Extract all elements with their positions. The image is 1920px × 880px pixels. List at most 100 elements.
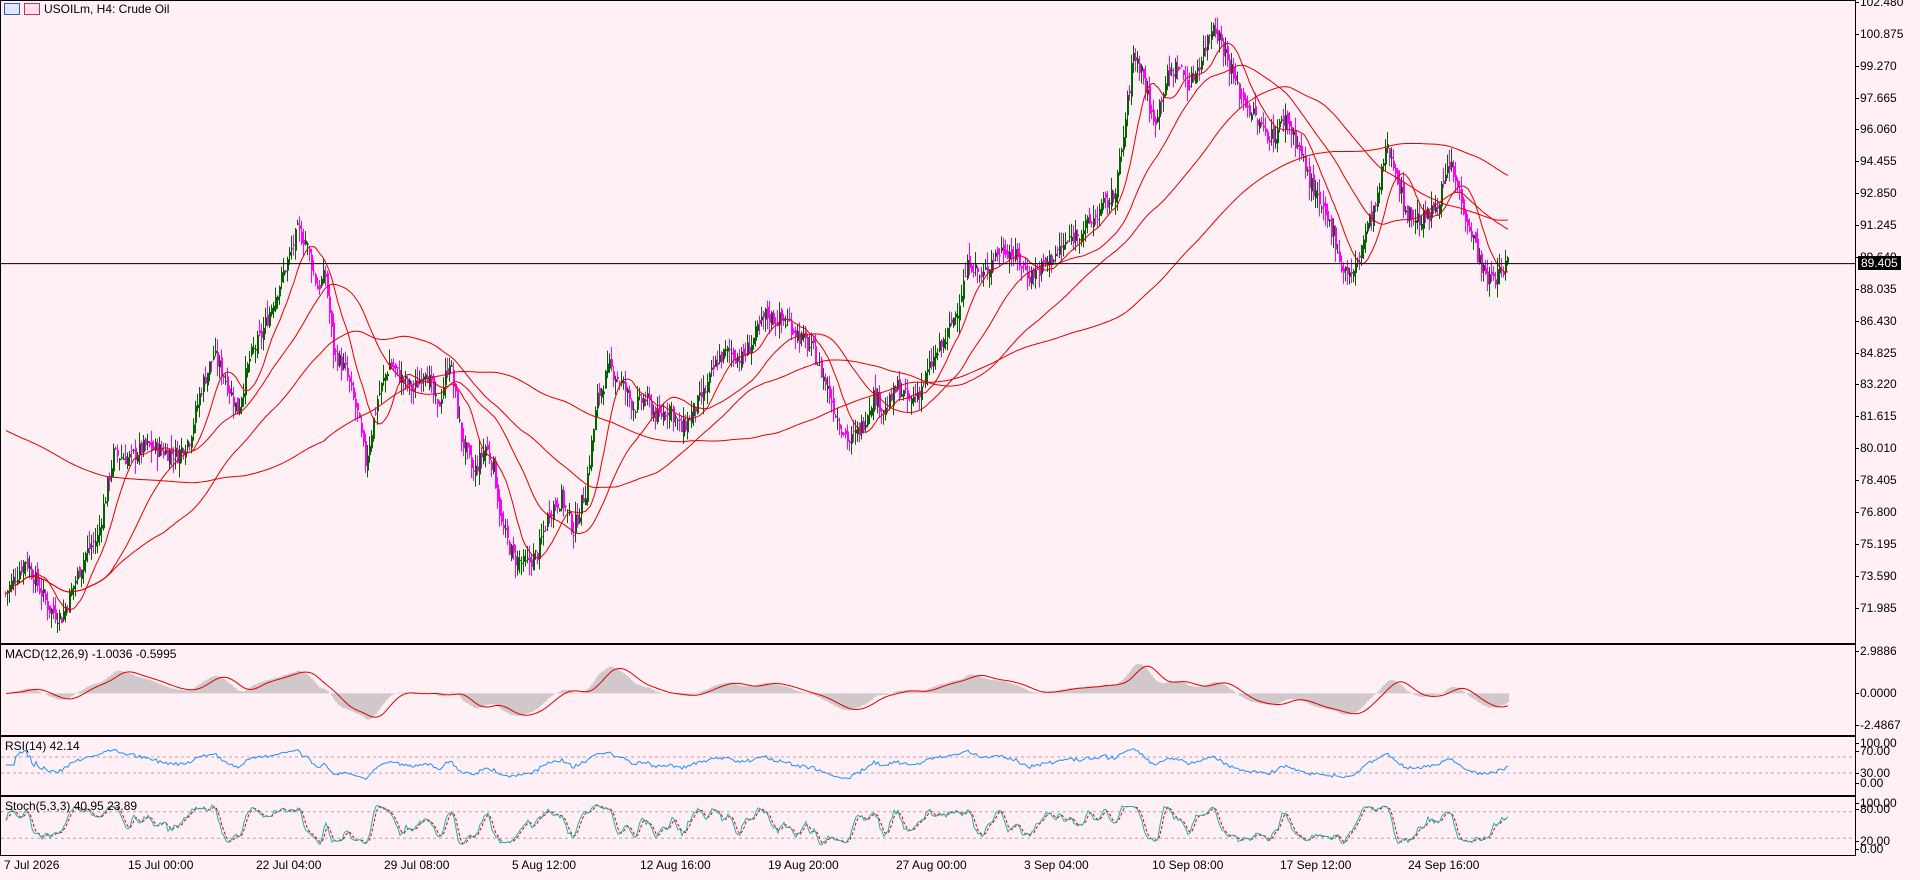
stoch-tick-label: 100.00 [1856,796,1897,810]
candle-body [293,244,295,246]
candle-body [581,494,583,515]
candle-body [679,419,681,421]
candle-body [1217,30,1219,41]
candle-body [411,384,413,392]
candle-body [497,484,499,502]
candle-body [1493,273,1495,277]
macd-label: MACD(12,26,9) -1.0036 -0.5995 [5,647,177,661]
candle-body [213,356,215,360]
candle-body [1193,74,1195,81]
candle-body [363,430,365,443]
macd-panel[interactable]: MACD(12,26,9) -1.0036 -0.5995 [0,644,1856,736]
candle-body [629,390,631,399]
candle-body [827,385,829,390]
candle-body [571,513,573,533]
candle-body [1113,193,1115,200]
candle-body [513,543,515,553]
candle-body [417,380,419,388]
candle-body [1149,86,1151,114]
candle-body [465,442,467,453]
candle-body [119,458,121,461]
chart-template-icon[interactable] [24,3,40,15]
price-tick-label: 96.060 [1856,122,1897,137]
price-tick-label: 80.010 [1856,441,1897,456]
candle-body [431,375,433,381]
moving-average-line-1 [5,42,1509,611]
candle-body [1155,118,1157,126]
candle-body [1111,189,1113,207]
candle-body [1417,213,1419,223]
candle-body [1273,126,1275,143]
candle-body [265,317,267,326]
candle-body [157,443,159,458]
candle-body [1393,160,1395,169]
candle-body [1501,269,1503,271]
candle-body [559,508,561,512]
candle-body [433,376,435,396]
candle-body [1105,193,1107,198]
candle-body [239,406,241,414]
candle-body [1089,214,1091,224]
candle-body [883,410,885,413]
candle-body [183,449,185,456]
candle-body [1153,110,1155,122]
candle-body [953,317,955,327]
chart-list-icon[interactable] [4,3,20,15]
candle-body [1505,260,1507,273]
candle-body [405,376,407,379]
rsi-tick-label: 100.00 [1856,736,1897,750]
candle-body [855,429,857,434]
candle-body [9,584,11,592]
candle-body [853,430,855,432]
stoch-panel[interactable]: Stoch(5,3,3) 40.95 23.89 [0,796,1856,856]
candle-body [765,308,767,320]
candle-body [199,393,201,406]
candle-body [1473,235,1475,239]
candle-body [1385,147,1387,165]
candle-body [1443,180,1445,185]
candle-body [963,280,965,300]
candle-body [595,410,597,431]
candle-body [381,383,383,392]
price-panel[interactable] [0,0,1856,644]
candle-body [59,612,61,620]
candle-body [1127,94,1129,116]
price-tick-label: 97.665 [1856,90,1897,105]
candle-body [1313,174,1315,197]
candle-body [675,416,677,419]
candle-body [1025,265,1027,271]
rsi-panel[interactable]: RSI(14) 42.14 [0,736,1856,796]
candle-body [697,395,699,414]
candle-body [173,458,175,460]
candle-body [147,441,149,443]
candle-body [825,378,827,385]
candle-body [281,272,283,283]
candle-body [47,601,49,611]
candle-body [663,411,665,421]
candle-body [13,576,15,584]
candle-body [437,399,439,405]
candle-body [889,394,891,408]
candle-body [227,376,229,394]
candle-body [107,477,109,502]
candle-body [355,398,357,408]
candle-body [691,411,693,424]
candle-body [241,397,243,408]
price-chart-svg[interactable] [1,1,1856,644]
candle-body [155,441,157,451]
stoch-tick-label: 80.00 [1855,802,1891,816]
candle-body [161,447,163,452]
price-scale[interactable]: 102.480 100.875 99.270 97.665 96.060 94.455 92… [1855,0,1920,644]
candle-body [67,608,69,610]
macd-tick-label: 2.9886 [1856,644,1897,658]
candle-body [1159,101,1161,118]
time-tick-label: 24 Sep 16:00 [1408,858,1480,872]
candle-body [351,382,353,386]
candle-body [1355,264,1357,274]
candle-body [751,344,753,353]
candle-body [395,364,397,369]
candle-body [991,260,993,274]
price-tick-label: 81.615 [1856,409,1897,424]
candle-body [97,535,99,543]
candle-body [1123,137,1125,150]
